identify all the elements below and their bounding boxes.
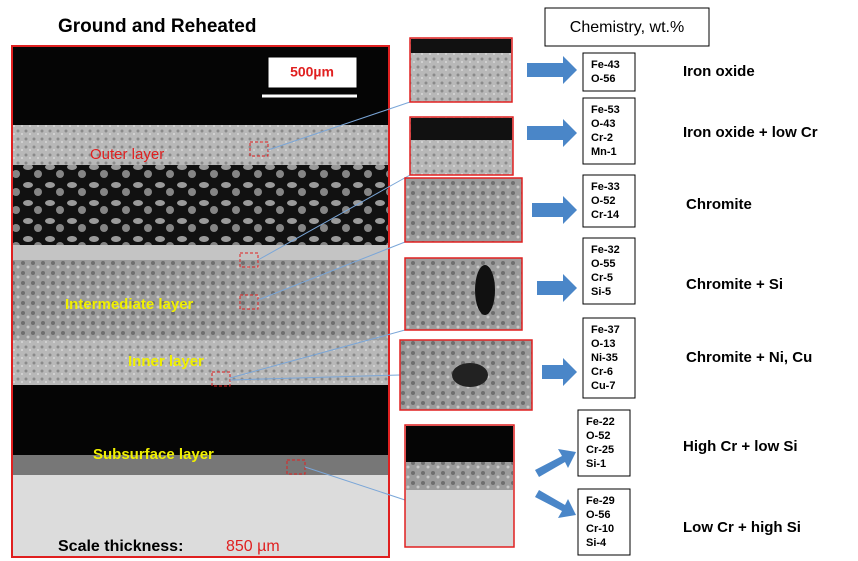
- phase-label: High Cr + low Si: [683, 438, 798, 455]
- composition: O-56: [591, 73, 615, 85]
- phase-label: Chromite: [686, 196, 752, 213]
- footer-value: 850 µm: [226, 538, 280, 555]
- composition: Cr-10: [586, 523, 614, 535]
- composition: Si-4: [586, 537, 607, 549]
- arrow: [532, 196, 577, 224]
- phase-label: Iron oxide + low Cr: [683, 124, 818, 141]
- phase-label: Iron oxide: [683, 63, 755, 80]
- arrow: [535, 490, 576, 518]
- composition: O-52: [591, 195, 615, 207]
- composition: O-43: [591, 118, 615, 130]
- composition: O-55: [591, 258, 615, 270]
- arrow: [527, 119, 577, 147]
- title: Ground and Reheated: [58, 16, 256, 37]
- composition: O-52: [586, 430, 610, 442]
- composition: Si-1: [586, 458, 606, 470]
- composition: Mn-1: [591, 146, 617, 158]
- layer-label: Intermediate layer: [65, 296, 194, 313]
- arrow: [537, 274, 577, 302]
- footer-label: Scale thickness:: [58, 538, 183, 555]
- composition: Cr-6: [591, 366, 613, 378]
- arrow: [527, 56, 577, 84]
- phase-label: Chromite + Ni, Cu: [686, 349, 812, 366]
- composition: Fe-33: [591, 181, 620, 193]
- composition: Ni-35: [591, 352, 618, 364]
- layer-label: Subsurface layer: [93, 446, 214, 463]
- figure: Ground and Reheated 500µm Outer layer In…: [0, 0, 858, 561]
- chemistry-header: Chemistry, wt.%: [570, 19, 684, 36]
- composition: Fe-29: [586, 495, 615, 507]
- insets: [400, 38, 532, 547]
- composition: Fe-22: [586, 416, 615, 428]
- scale-bar-label: 500µm: [290, 64, 334, 80]
- composition: O-13: [591, 338, 615, 350]
- arrow: [542, 358, 577, 386]
- composition: Fe-32: [591, 244, 620, 256]
- composition: Fe-37: [591, 324, 620, 336]
- composition: Cr-2: [591, 132, 613, 144]
- layer-label: Outer layer: [90, 146, 164, 163]
- layer-label: Inner layer: [128, 353, 204, 370]
- composition: Si-5: [591, 286, 611, 298]
- composition: Cr-25: [586, 444, 614, 456]
- composition: Fe-53: [591, 104, 620, 116]
- arrow: [535, 449, 576, 477]
- phase-label: Low Cr + high Si: [683, 519, 801, 536]
- phase-label: Chromite + Si: [686, 276, 783, 293]
- composition: Fe-43: [591, 59, 620, 71]
- composition: Cu-7: [591, 380, 615, 392]
- composition: Cr-5: [591, 272, 613, 284]
- composition: Cr-14: [591, 209, 620, 221]
- composition: O-56: [586, 509, 610, 521]
